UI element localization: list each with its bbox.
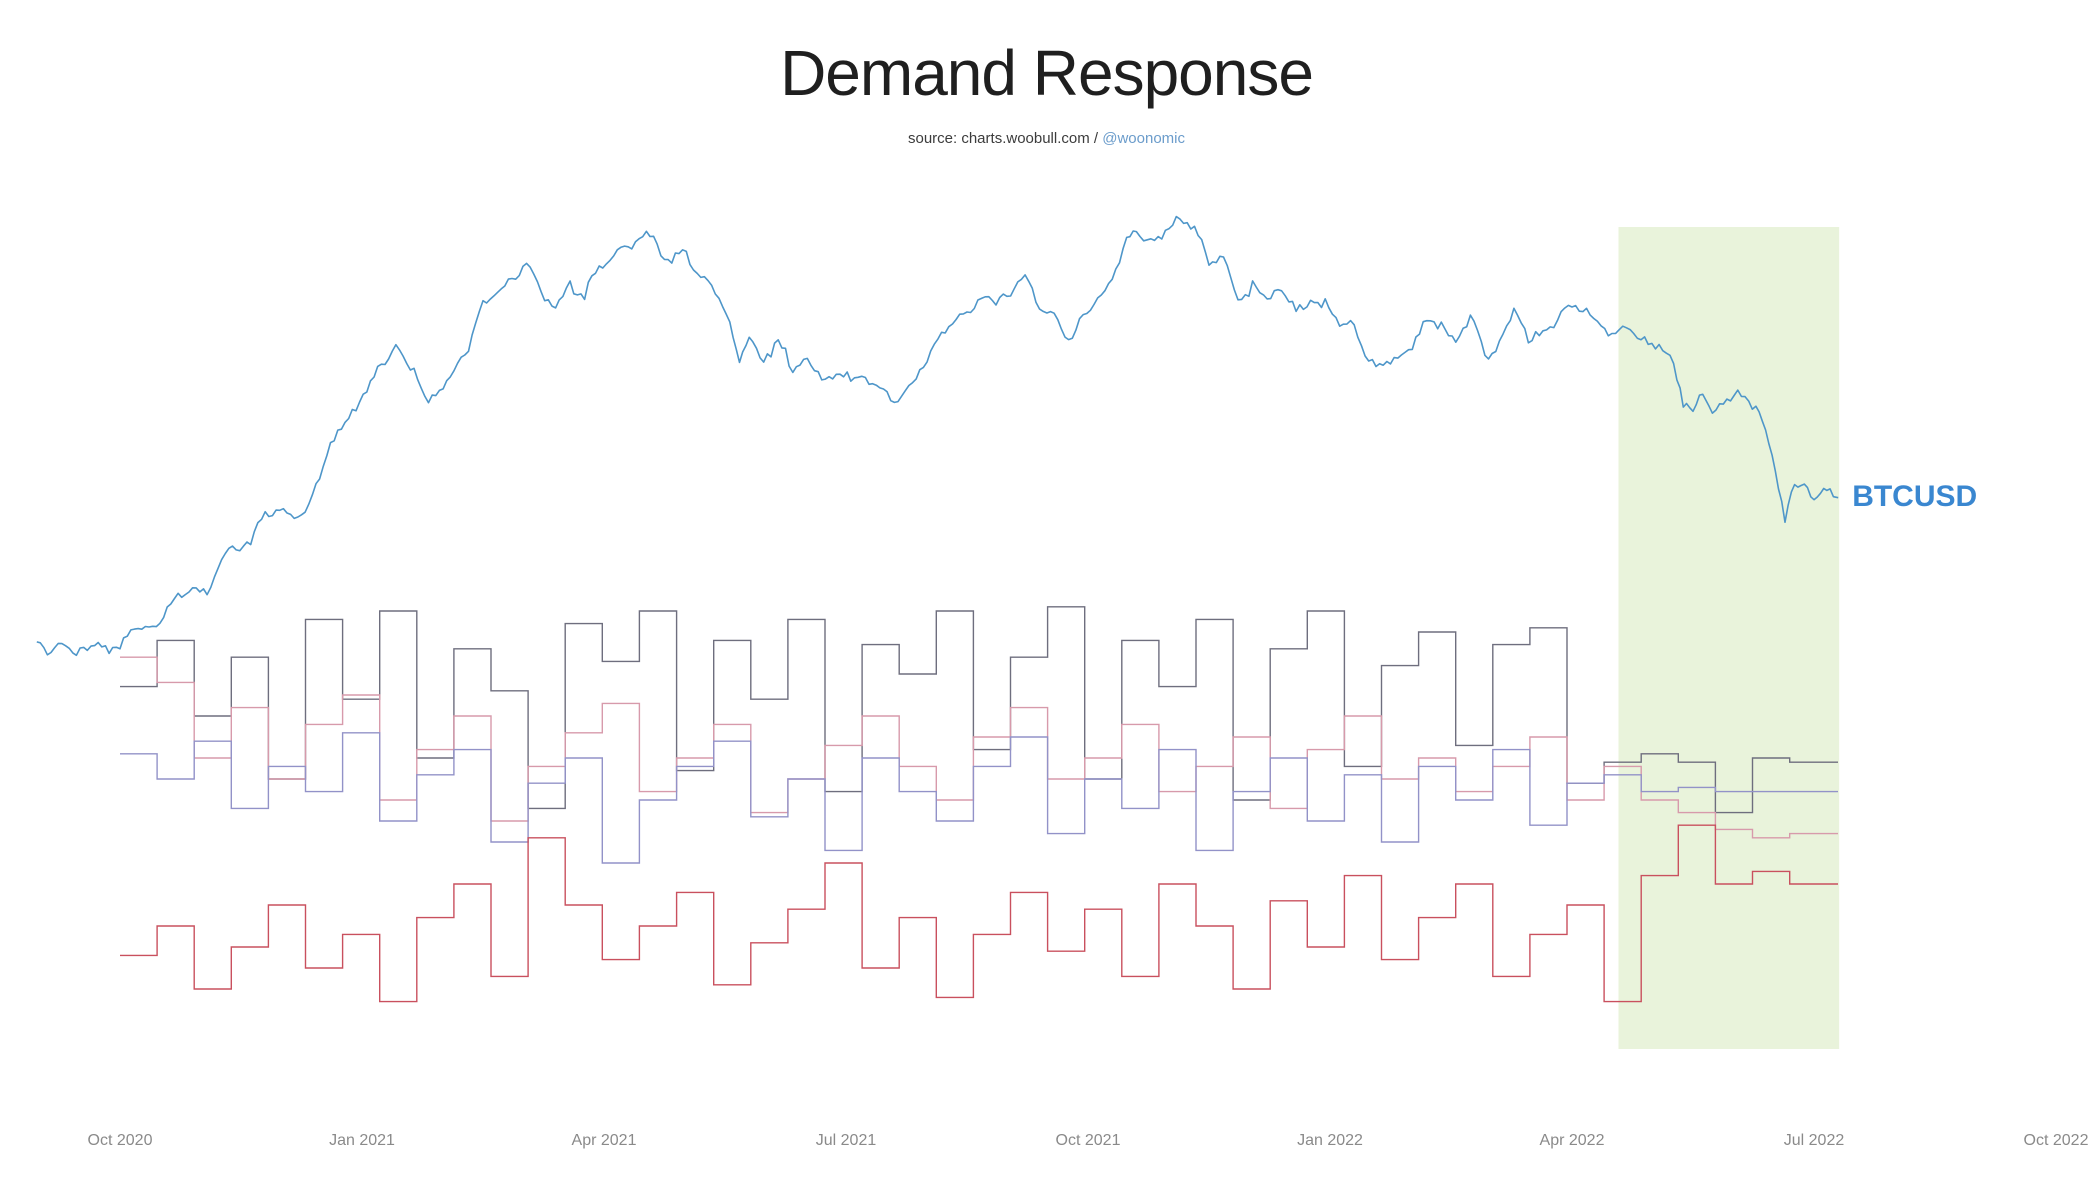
demand-band-purple-line [120,732,1838,864]
x-axis-label: Apr 2022 [1539,1132,1605,1149]
x-axis-label: Jan 2022 [1297,1132,1363,1149]
demand-band-red-line [120,824,1838,1003]
source-text: source: charts.woobull.com / [907,130,1103,147]
page-title: Demand Response [780,37,1314,109]
x-axis-label: Jul 2021 [815,1132,877,1149]
x-axis-label: Jul 2022 [1783,1132,1845,1149]
btcusd-line [36,215,1839,657]
btcusd-series-label: BTCUSD [1852,479,1978,513]
demand-band-dark-line [120,606,1838,814]
x-axis-label: Oct 2022 [2023,1132,2089,1149]
woonomic-link[interactable]: @woonomic [1102,130,1185,147]
x-axis-label: Apr 2021 [571,1132,637,1149]
x-axis-label: Jan 2021 [329,1132,395,1149]
x-axis-label: Oct 2020 [87,1132,153,1149]
highlight-region [1618,227,1840,1049]
demand-band-pink-line [120,656,1838,839]
x-axis-label: Oct 2021 [1055,1132,1121,1149]
chart-source: source: charts.woobull.com / @woonomic [0,130,2093,147]
